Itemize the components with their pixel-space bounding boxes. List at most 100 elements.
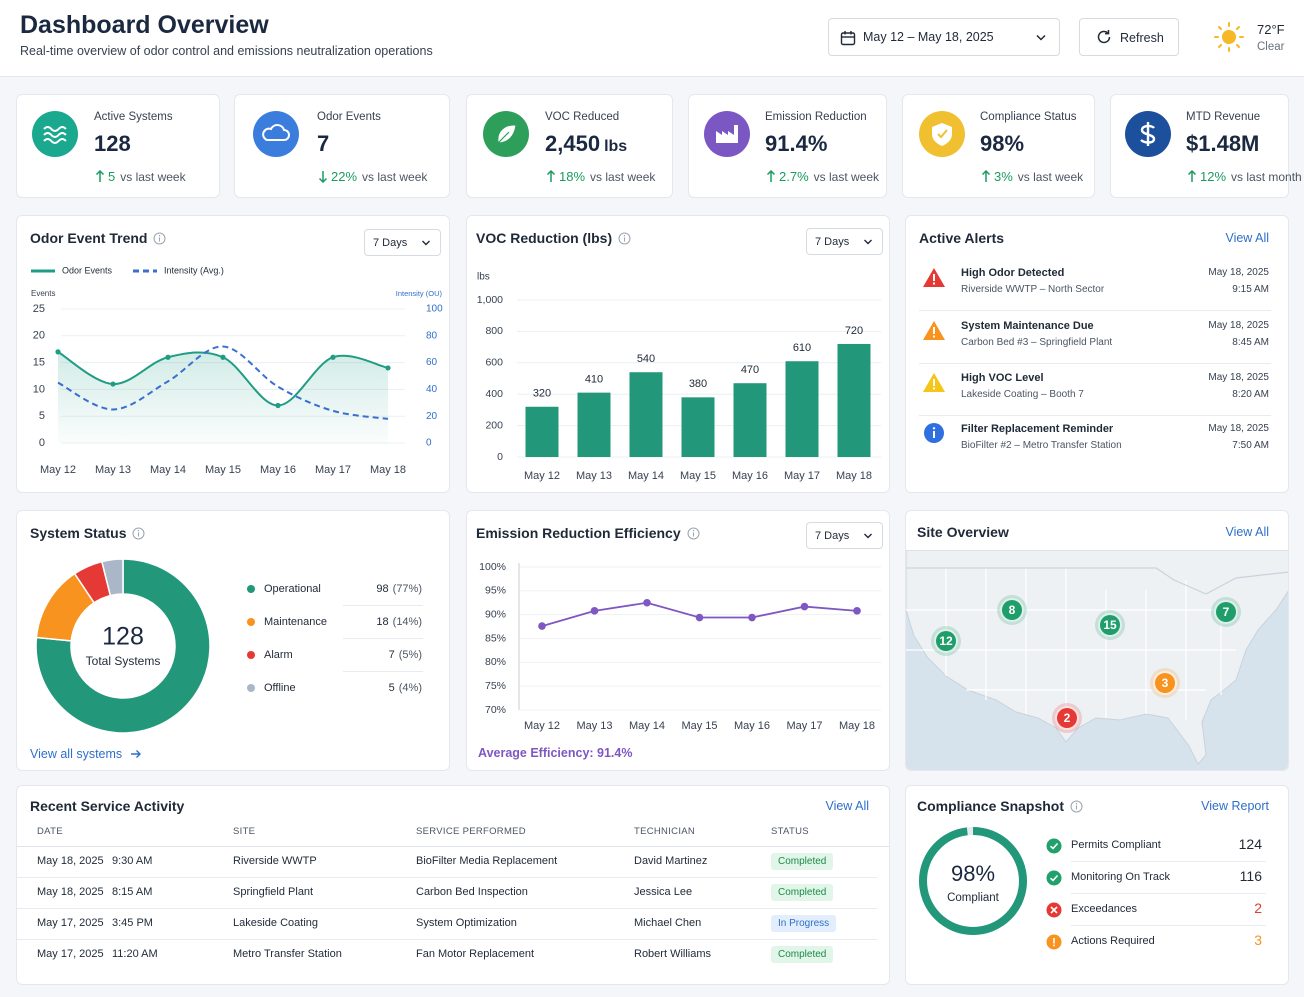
period-dropdown[interactable]: 7 Days	[806, 228, 883, 255]
item-label: Exceedances	[1071, 903, 1138, 915]
column-header: DATE	[37, 826, 63, 837]
header: Dashboard Overview Real-time overview of…	[0, 0, 1304, 77]
compliance-ring: 98% Compliant	[919, 827, 1027, 935]
view-all-link[interactable]: View All	[1225, 525, 1269, 539]
alert-date: May 18, 2025	[1208, 320, 1269, 331]
info-icon-part	[1075, 802, 1078, 804]
info-icon-part	[687, 527, 700, 539]
kpi-period: vs last week	[362, 169, 428, 184]
x-tick-label: May 15	[680, 470, 716, 482]
efficiency-chart: 70% 75% 80% 85% 90% 95% 100% May 12 May 13 May 14…	[479, 561, 881, 732]
point	[695, 613, 704, 622]
sun-icon-part-part	[1218, 44, 1222, 48]
legend-value: 98 (77%)	[376, 583, 422, 595]
x-tick-label: May 13	[576, 470, 612, 482]
view-report-link[interactable]: View Report	[1201, 799, 1269, 813]
kpi-icon	[1125, 111, 1171, 157]
x-tick-label: May 14	[628, 470, 664, 482]
y-tick-label: 600	[485, 357, 503, 369]
kpi-label: VOC Reduced	[545, 111, 620, 123]
donut-segment	[100, 558, 124, 597]
donut-caption: Total Systems	[86, 654, 161, 668]
action-icon-part	[1053, 944, 1055, 947]
kpi-number: 128	[94, 131, 131, 156]
kpi-value: 2,450 lbs	[545, 131, 627, 157]
date-picker[interactable]: May 12 – May 18, 2025	[828, 18, 1060, 56]
site-marker[interactable]: 15	[1098, 613, 1122, 637]
kpi-icon-part	[704, 111, 750, 157]
alert-time: 8:45 AM	[1232, 337, 1269, 348]
info-alert-icon	[924, 423, 944, 443]
legend-dot	[247, 651, 255, 659]
alert-location: Lakeside Coating – Booth 7	[961, 389, 1084, 400]
site-marker[interactable]: 12	[934, 629, 958, 653]
value-label: 610	[793, 342, 811, 354]
action-icon	[1046, 934, 1062, 950]
kpi-icon-part	[932, 123, 952, 146]
cell-service: BioFilter Media Replacement	[416, 855, 558, 867]
kpi-icon-part-part	[1140, 122, 1156, 146]
legend-share: (5%)	[399, 649, 422, 661]
chevron	[864, 533, 872, 539]
view-all-systems[interactable]: View all systems	[30, 747, 142, 761]
check-icon	[1046, 838, 1062, 854]
y-tick-label: 200	[485, 419, 503, 431]
site-panel: Site Overview View All 8 15 12 7 3 2	[905, 510, 1289, 771]
period-dropdown[interactable]: 7 Days	[806, 522, 883, 549]
view-all-link[interactable]: View All	[1225, 231, 1269, 245]
legend-dot	[247, 585, 255, 593]
voc-panel: VOC Reduction (lbs) 7 Days lbs 0 200 400 600…	[466, 215, 890, 493]
alert-icon-part	[933, 379, 935, 386]
y2-axis-label: Intensity (OU)	[396, 289, 443, 298]
bar	[733, 383, 767, 457]
column-header: TECHNICIAN	[634, 826, 696, 837]
trend-arrow-part	[318, 171, 328, 183]
alert-date: May 18, 2025	[1208, 423, 1269, 434]
column-header: SITE	[233, 826, 256, 837]
point	[55, 349, 61, 355]
alert-title: High VOC Level	[961, 372, 1044, 384]
site-marker[interactable]: 3	[1153, 671, 1177, 695]
check-icon-part	[1046, 870, 1062, 886]
kpi-change: 5 vs last week	[95, 169, 186, 184]
legend-label: Offline	[264, 682, 296, 694]
site-marker[interactable]: 2	[1055, 706, 1079, 730]
divider	[1071, 861, 1266, 862]
kpi-icon-part	[253, 111, 299, 157]
alert-location: Riverside WWTP – North Sector	[961, 284, 1105, 295]
kpi-icon	[483, 111, 529, 157]
point	[748, 613, 756, 622]
legend-dot	[247, 684, 255, 692]
chevron-part	[864, 533, 872, 539]
refresh-icon-part	[1097, 30, 1111, 44]
point	[220, 354, 226, 360]
cell-service: Fan Motor Replacement	[416, 948, 534, 960]
site-marker[interactable]: 7	[1214, 600, 1238, 624]
line	[57, 345, 389, 420]
page-title: Dashboard Overview	[20, 11, 269, 39]
cell-site: Metro Transfer Station	[233, 948, 342, 960]
refresh-button[interactable]: Refresh	[1079, 18, 1179, 56]
item-count: 2	[1254, 900, 1262, 916]
kpi-icon-part	[262, 124, 290, 141]
y-tick-label: 5	[39, 410, 45, 422]
info-icon	[132, 527, 145, 539]
panel-title: Site Overview	[917, 524, 1009, 540]
kpi-change-value: 12%	[1200, 169, 1227, 184]
odor-trend-panel: Odor Event Trend 7 Days 0 5 10 15 20 25 0 20 40 6…	[16, 215, 450, 493]
period-dropdown[interactable]: 7 Days	[364, 229, 441, 256]
kpi-icon	[704, 111, 750, 157]
divider	[17, 939, 877, 940]
period-label: 7 Days	[373, 236, 408, 249]
site-marker[interactable]: 8	[1000, 598, 1024, 622]
alert-title: Filter Replacement Reminder	[961, 423, 1114, 435]
y2-tick-label: 60	[426, 357, 438, 368]
value-label: 380	[689, 378, 707, 390]
x-tick-label: May 12	[524, 720, 560, 732]
divider	[919, 363, 1271, 364]
chevron	[422, 240, 430, 246]
alert-location: BioFilter #2 – Metro Transfer Station	[961, 440, 1122, 451]
view-all-link[interactable]: View All	[825, 799, 869, 813]
legend-label: Operational	[264, 583, 321, 595]
bar	[629, 372, 663, 457]
